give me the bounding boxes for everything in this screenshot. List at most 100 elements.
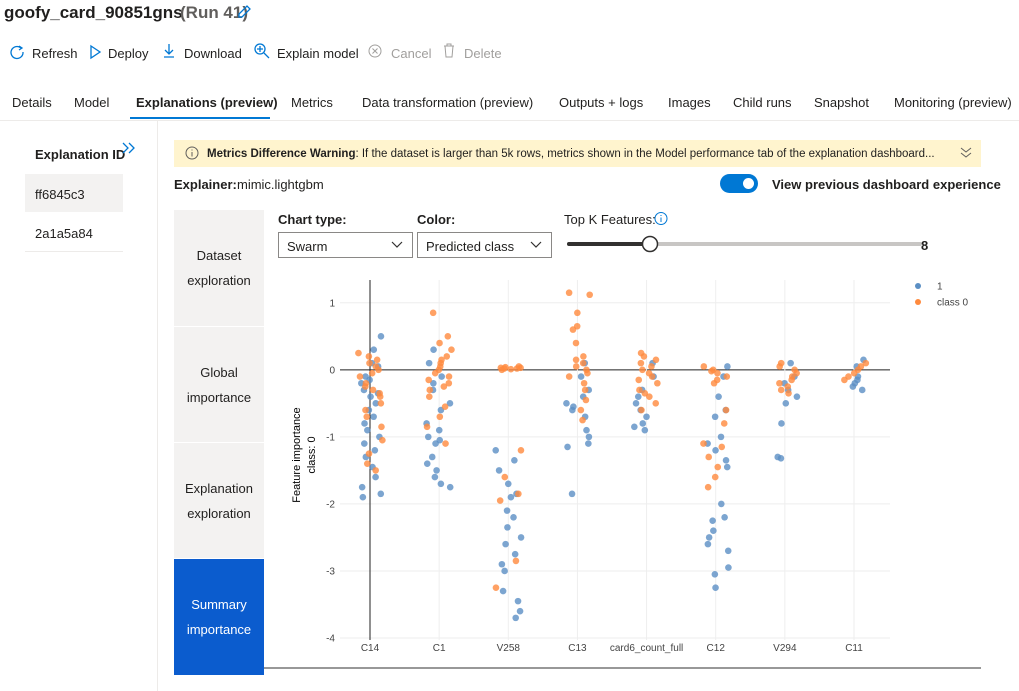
point <box>372 473 379 481</box>
point <box>446 400 454 407</box>
point <box>572 339 580 347</box>
tab[interactable]: Images <box>668 95 711 110</box>
y-axis-subtitle: class: 0 <box>306 436 318 473</box>
x-tick-label: C13 <box>568 643 587 654</box>
point <box>379 436 386 444</box>
point <box>643 413 650 421</box>
y-tick-label: -2 <box>326 499 335 510</box>
toolbar-button[interactable]: Refresh <box>32 46 78 61</box>
point <box>433 467 440 474</box>
point <box>363 460 371 467</box>
dropdown[interactable]: Predicted class <box>417 232 552 258</box>
point <box>577 406 585 414</box>
point <box>721 514 728 521</box>
tab-active[interactable]: Explanations (preview) <box>136 95 278 110</box>
point <box>641 389 649 397</box>
point <box>580 353 587 360</box>
point <box>504 524 511 531</box>
nav-item-active[interactable]: Summary importance <box>174 559 264 675</box>
dropdown-value: Swarm <box>287 239 328 254</box>
point <box>631 423 638 431</box>
point <box>715 393 722 400</box>
info-icon[interactable] <box>654 211 669 226</box>
collapse-icon[interactable] <box>121 141 137 155</box>
divider <box>25 251 123 252</box>
explainer-label: Explainer: <box>174 177 237 192</box>
edit-icon[interactable] <box>236 4 252 20</box>
toolbar-button[interactable]: Deploy <box>108 46 149 61</box>
point <box>577 373 585 380</box>
explanation-id[interactable]: ff6845c3 <box>35 187 85 202</box>
nav-label: Summary importance <box>186 597 252 637</box>
nav-label: Dataset exploration <box>187 248 251 288</box>
point <box>841 376 848 384</box>
toggle-label: View previous dashboard experience <box>772 177 1001 192</box>
point <box>652 356 660 364</box>
point <box>496 497 504 504</box>
delete-icon <box>444 43 454 58</box>
nav-label: Explanation exploration <box>185 480 253 521</box>
point <box>641 426 649 434</box>
x-tick-label: C12 <box>707 643 726 654</box>
nav-item[interactable]: Global importance <box>174 327 264 442</box>
tab[interactable]: Data transformation (preview) <box>362 95 534 110</box>
nav-item[interactable]: Dataset exploration <box>174 210 264 326</box>
point <box>362 383 369 390</box>
slider[interactable] <box>565 234 925 254</box>
point <box>582 396 590 404</box>
point <box>445 373 453 380</box>
x-tick-label: C1 <box>433 643 446 654</box>
point <box>425 376 432 384</box>
point <box>432 440 439 447</box>
point <box>632 400 640 407</box>
point <box>569 406 576 414</box>
point <box>367 393 374 400</box>
point <box>438 373 445 380</box>
point <box>787 359 794 367</box>
point <box>423 460 431 467</box>
tab[interactable]: Snapshot <box>814 95 869 110</box>
point <box>501 567 508 575</box>
expand-icon[interactable] <box>959 146 973 160</box>
point <box>516 607 524 615</box>
dropdown[interactable]: Swarm <box>278 232 413 258</box>
warning-text: Metrics Difference Warning: If the datas… <box>207 148 935 160</box>
nav-item[interactable]: Explanation exploration <box>174 443 264 558</box>
point <box>586 291 593 299</box>
point <box>365 450 373 457</box>
toolbar-button[interactable]: Explain model <box>277 46 359 61</box>
tab[interactable]: Child runs <box>733 95 792 110</box>
point <box>510 514 517 521</box>
point <box>637 359 645 367</box>
point <box>563 400 570 407</box>
point <box>639 366 646 374</box>
tab[interactable]: Outputs + logs <box>559 95 644 110</box>
x-tick-label: C11 <box>845 643 863 654</box>
tab[interactable]: Monitoring (preview) <box>894 95 1012 110</box>
legend-label: class 0 <box>937 298 969 309</box>
point <box>430 379 437 387</box>
tab[interactable]: Details <box>12 95 52 110</box>
point <box>724 363 731 370</box>
point <box>705 534 713 541</box>
toolbar-button[interactable]: Delete <box>464 46 502 61</box>
toggle[interactable] <box>720 174 760 194</box>
point <box>359 493 367 501</box>
sidebar-title: Explanation ID <box>35 147 126 162</box>
divider <box>157 121 158 691</box>
point <box>358 483 366 491</box>
toolbar-button[interactable]: Cancel <box>391 46 432 61</box>
explanation-id[interactable]: 2a1a5a84 <box>35 226 93 241</box>
point <box>372 400 380 407</box>
tab[interactable]: Metrics <box>291 95 333 110</box>
tab[interactable]: Model <box>74 95 110 110</box>
y-tick-label: 0 <box>329 365 335 376</box>
control-label: Color: <box>417 212 456 227</box>
toolbar-button[interactable]: Download <box>184 46 242 61</box>
point <box>511 550 519 558</box>
point <box>579 416 586 424</box>
y-tick-label: -1 <box>326 432 335 443</box>
point <box>793 393 801 400</box>
point <box>502 540 509 548</box>
